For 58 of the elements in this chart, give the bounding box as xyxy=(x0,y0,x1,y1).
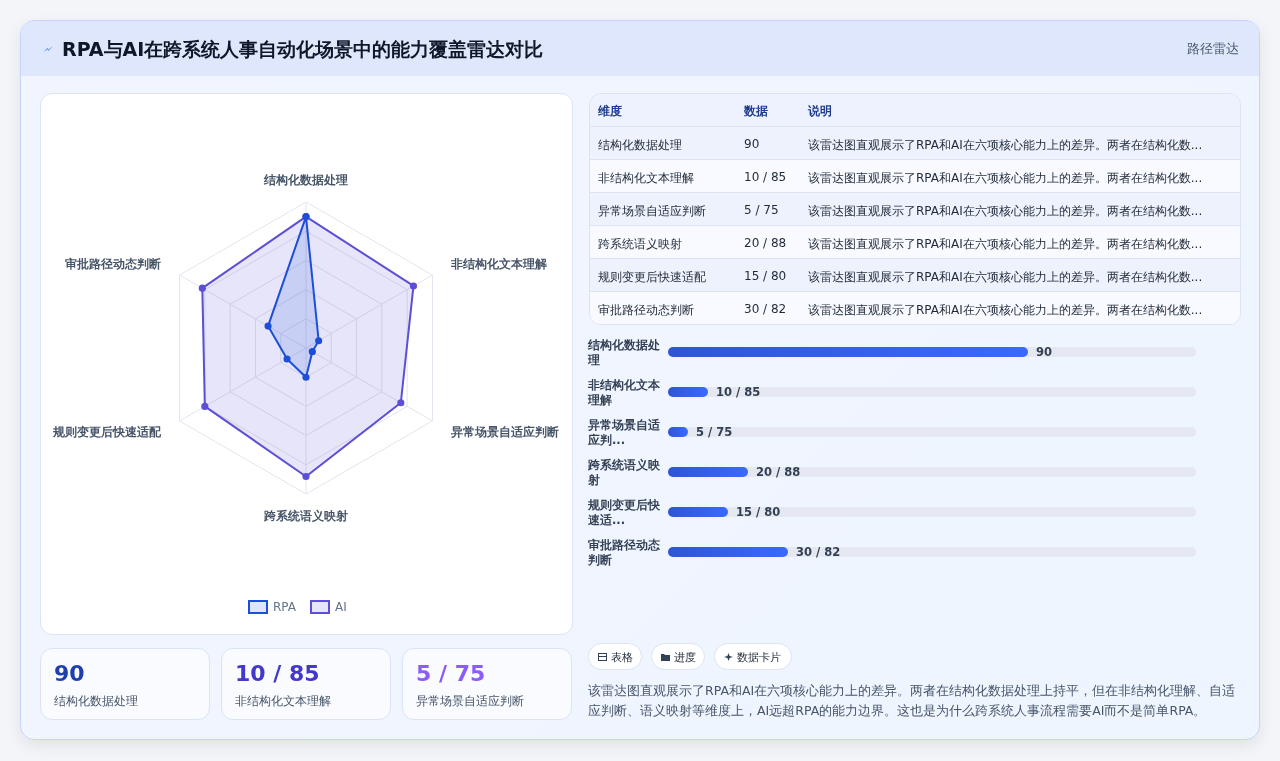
data-label: 30 / 82 xyxy=(796,545,841,559)
bar xyxy=(668,387,708,397)
text: 异常场景自适应判断 xyxy=(598,203,706,220)
text: 审批路径动态判断 xyxy=(598,302,694,319)
text: 进度 xyxy=(674,650,696,665)
text: 10 / 85 xyxy=(744,170,787,184)
text: 非结构化文本理解 xyxy=(235,694,331,709)
data-label: 5 / 75 xyxy=(696,425,733,439)
text: 数据 xyxy=(744,104,768,119)
text: 该雷达图直观展示了RPA和AI在六项核心能力上的差异。两者在结构化数... xyxy=(808,137,1203,154)
bar xyxy=(668,507,728,517)
legend-label: AI xyxy=(335,600,347,614)
legend-label: RPA xyxy=(273,600,297,614)
spoke-label: 异常场景自适应判断 xyxy=(450,425,560,439)
y-tick-label: 非结构化文本理解 xyxy=(587,378,661,407)
y-tick-label: 结构化数据处理 xyxy=(587,338,660,367)
text: 该雷达图直观展示了RPA和AI在六项核心能力上的差异。两者在结构化数... xyxy=(808,302,1203,319)
text: 5 / 75 xyxy=(744,203,779,217)
text: 跨系统语义映射 xyxy=(598,236,682,253)
bar xyxy=(668,467,748,477)
text: 规则变更后快速适配 xyxy=(598,269,706,286)
data-label: 15 / 80 xyxy=(736,505,781,519)
text: 说明 xyxy=(808,104,832,119)
spoke-label: 结构化数据处理 xyxy=(263,173,348,187)
spoke-label: 非结构化文本理解 xyxy=(450,257,548,271)
text: 该雷达图直观展示了RPA和AI在六项核心能力上的差异。两者在结构化数... xyxy=(808,170,1203,187)
text: 该雷达图直观展示了RPA和AI在六项核心能力上的差异。两者在结构化数据处理上持平，但在非结构化理解、自适应判断、语义映射等维度上，AI远超RPA的能力边界。这也是为什么跨系统人事流程需要AI而不是简单RPA。 xyxy=(588,682,1237,720)
text: 路径雷达 xyxy=(1187,40,1239,58)
data-label: 90 xyxy=(1036,345,1053,359)
text: 表格 xyxy=(611,650,633,665)
text: 该雷达图直观展示了RPA和AI在六项核心能力上的差异。两者在结构化数... xyxy=(808,269,1203,286)
text: 90 xyxy=(54,661,85,686)
spoke-label: 规则变更后快速适配 xyxy=(51,425,162,439)
text: 数据卡片 xyxy=(737,650,781,665)
text: 20 / 88 xyxy=(744,236,787,250)
text: 5 / 75 xyxy=(416,661,486,686)
y-tick-label: 审批路径动态判断 xyxy=(587,538,661,567)
text: 维度 xyxy=(598,104,622,119)
spoke-label: 跨系统语义映射 xyxy=(263,509,348,523)
text: RPA与AI在跨系统人事自动化场景中的能力覆盖雷达对比 xyxy=(62,37,544,62)
text: 非结构化文本理解 xyxy=(598,170,694,187)
text: 90 xyxy=(744,137,760,151)
text: 结构化数据处理 xyxy=(54,694,138,709)
text: 该雷达图直观展示了RPA和AI在六项核心能力上的差异。两者在结构化数... xyxy=(808,203,1203,220)
data-label: 20 / 88 xyxy=(756,465,801,479)
text: 15 / 80 xyxy=(744,269,787,283)
text: 30 / 82 xyxy=(744,302,787,316)
bar xyxy=(668,427,688,437)
text: 结构化数据处理 xyxy=(598,137,682,154)
text: 该雷达图直观展示了RPA和AI在六项核心能力上的差异。两者在结构化数... xyxy=(808,236,1203,253)
y-tick-label: 跨系统语义映射 xyxy=(587,458,661,487)
data-label: 10 / 85 xyxy=(716,385,761,399)
y-tick-label: 规则变更后快速适... xyxy=(587,498,661,527)
bar xyxy=(668,547,788,557)
y-tick-label: 异常场景自适应判... xyxy=(587,418,661,447)
text: 异常场景自适应判断 xyxy=(416,694,524,709)
spoke-label: 审批路径动态判断 xyxy=(64,257,161,271)
text: 10 / 85 xyxy=(235,661,320,686)
